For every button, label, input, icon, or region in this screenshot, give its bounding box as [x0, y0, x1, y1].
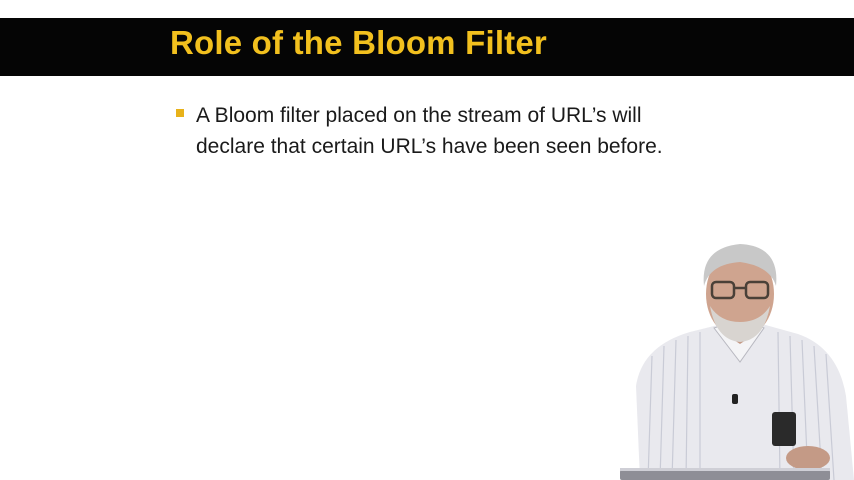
bullet-text: A Bloom filter placed on the stream of U…: [196, 104, 663, 158]
slide-title: Role of the Bloom Filter: [170, 24, 547, 61]
slide-title-bar: Role of the Bloom Filter: [0, 18, 854, 76]
speaker-shirt: [636, 324, 854, 480]
square-bullet-icon: [176, 109, 184, 117]
bullet-item: A Bloom filter placed on the stream of U…: [176, 100, 696, 162]
bullet-list: A Bloom filter placed on the stream of U…: [176, 100, 696, 162]
lapel-mic-icon: [732, 394, 738, 404]
laptop-icon: [620, 470, 830, 480]
speaker-video-overlay: [620, 244, 854, 480]
